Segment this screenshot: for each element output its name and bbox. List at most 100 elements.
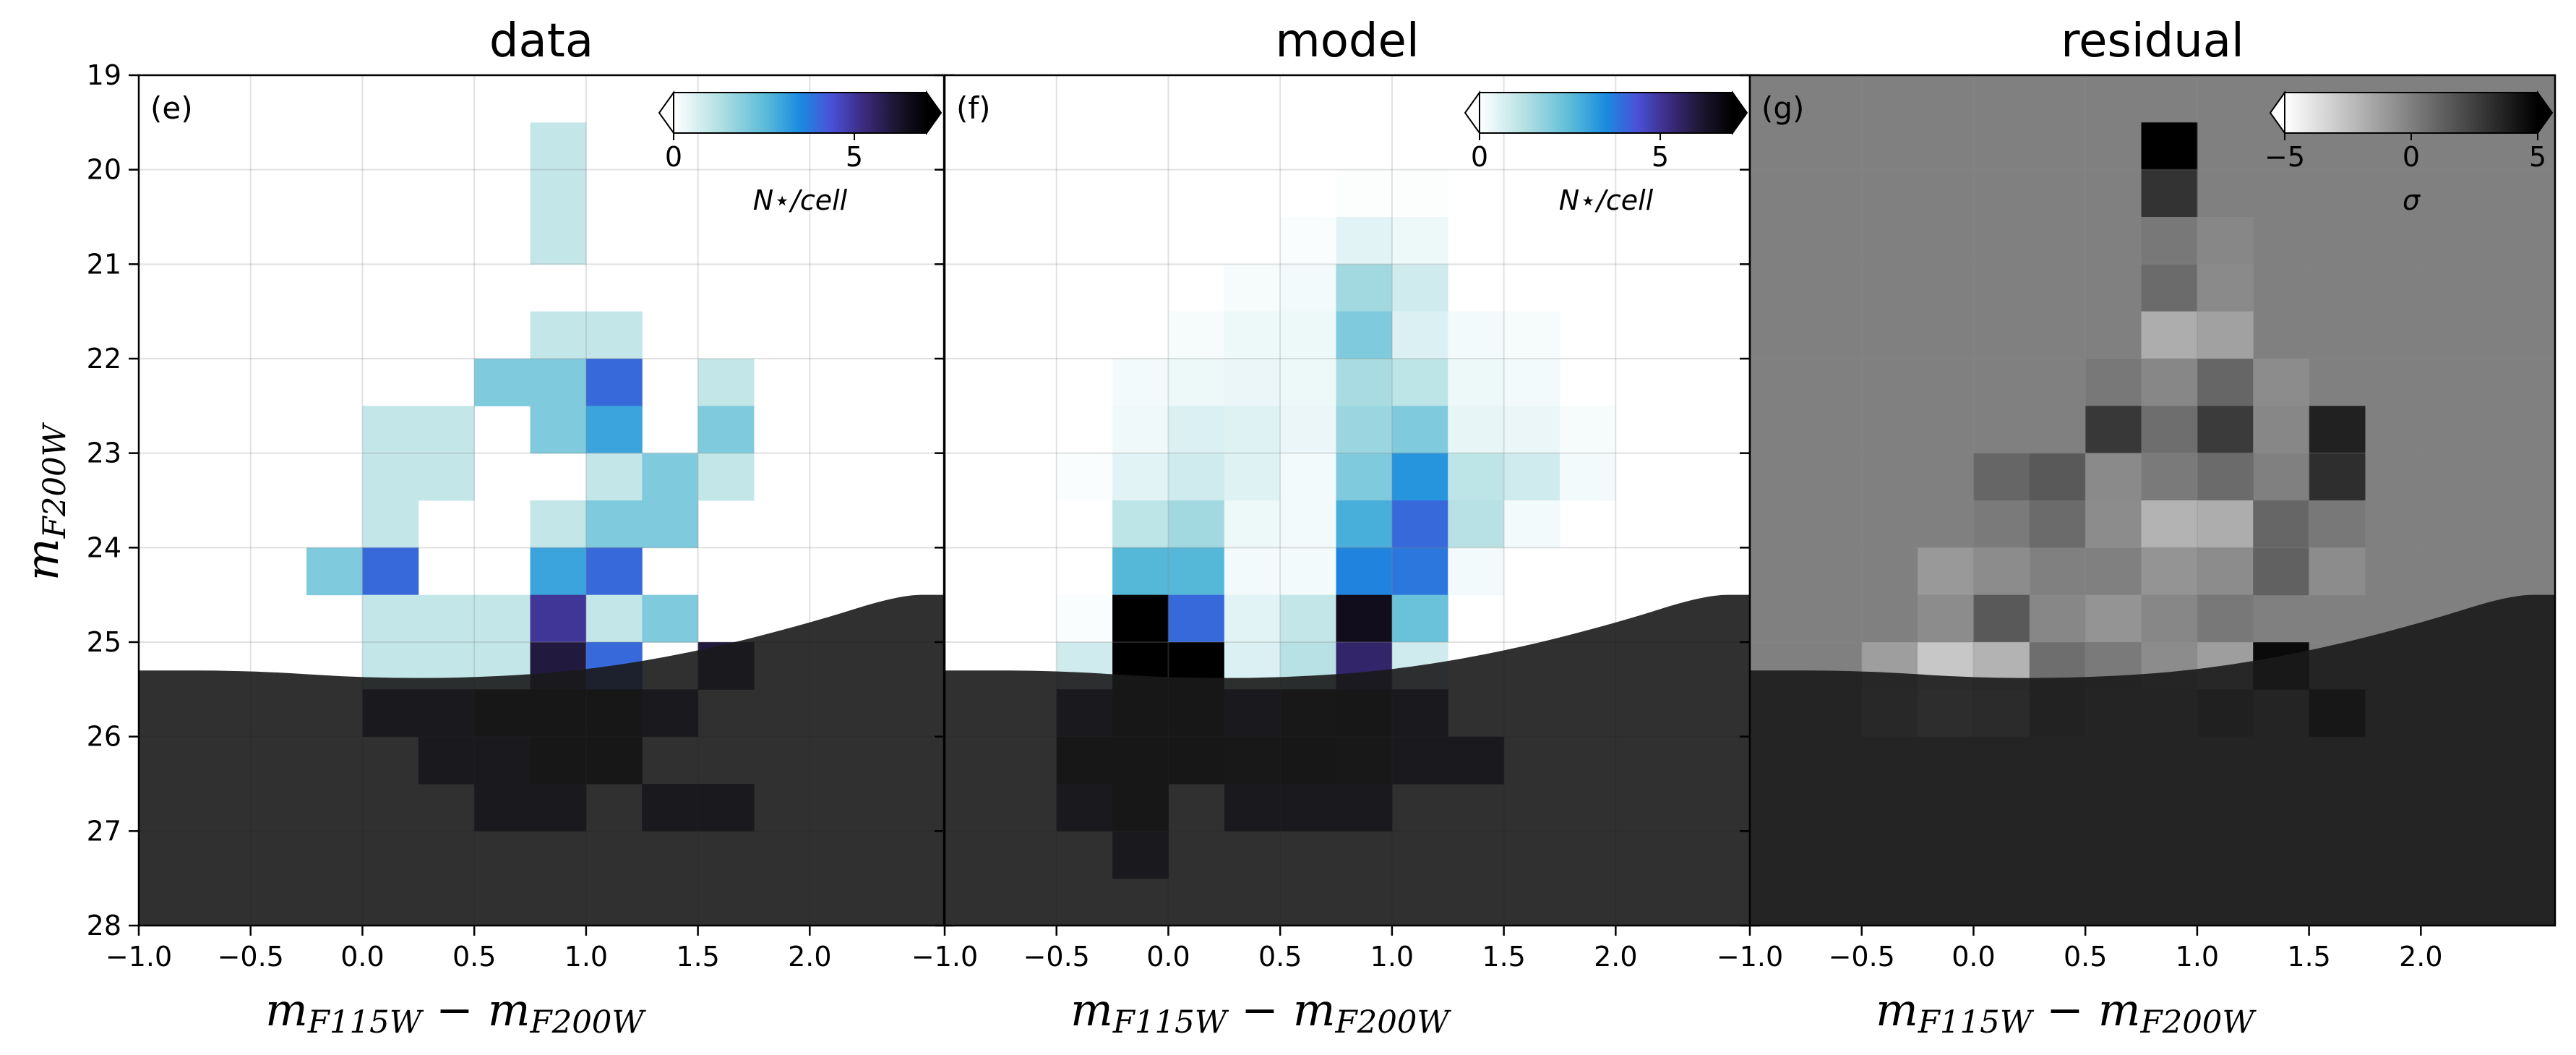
heatmap-cell-model-41 (1503, 453, 1560, 501)
completeness-mask-data (139, 594, 944, 926)
colorbar-tick-label-residual-2: 5 (2529, 141, 2546, 173)
heatmap-cell-residual-12 (2085, 406, 2142, 454)
heatmap-cell-residual-21 (2197, 453, 2254, 501)
heatmap-cell-data-22 (642, 500, 699, 548)
heatmap-cell-model-9 (1168, 311, 1225, 359)
panel-label-data: (e) (150, 90, 193, 126)
heatmap-cell-model-49 (1448, 500, 1505, 548)
heatmap-cell-residual-23 (1973, 500, 2030, 548)
heatmap-cell-model-10 (1224, 311, 1281, 359)
heatmap-cell-residual-39 (2085, 594, 2142, 643)
heatmap-cell-data-6 (530, 359, 587, 406)
heatmap-cell-residual-25 (2085, 500, 2142, 548)
heatmap-cell-residual-24 (2029, 500, 2086, 548)
y-tick-label-3: 22 (87, 343, 121, 375)
heatmap-cell-residual-1 (2141, 169, 2198, 218)
y-tick-label-5: 24 (87, 531, 121, 563)
heatmap-cell-model-44 (1168, 500, 1225, 548)
heatmap-cell-model-7 (1336, 264, 1393, 312)
heatmap-cell-residual-8 (2085, 359, 2142, 406)
heatmap-cell-data-8 (697, 359, 755, 406)
heatmap-cell-residual-6 (2141, 311, 2198, 359)
heatmap-cell-model-53 (1224, 547, 1281, 596)
heatmap-cell-model-18 (1224, 359, 1281, 406)
heatmap-cell-residual-30 (1918, 547, 1974, 596)
x-tick-label-residual-6: 2.0 (2399, 941, 2442, 973)
x-tick-label-data-1: −0.5 (218, 941, 284, 973)
heatmap-cell-data-21 (585, 500, 643, 548)
y-tick-label-7: 26 (87, 721, 121, 753)
heatmap-cell-model-15 (1503, 311, 1560, 359)
heatmap-cell-data-15 (418, 453, 475, 501)
heatmap-cell-model-31 (1503, 406, 1560, 454)
heatmap-cell-data-20 (530, 500, 587, 548)
heatmap-cell-data-24 (362, 547, 419, 596)
colorbar-tick-label-data-1: 5 (846, 141, 863, 173)
x-tick-label-model-0: −1.0 (911, 941, 978, 973)
heatmap-cell-model-5 (1224, 264, 1281, 312)
heatmap-cell-model-58 (1056, 594, 1113, 643)
heatmap-cell-residual-11 (2253, 359, 2310, 406)
heatmap-cell-model-27 (1280, 406, 1337, 454)
x-tick-label-residual-5: 1.5 (2287, 941, 2330, 973)
heatmap-cell-data-23 (306, 547, 363, 596)
x-tick-label-data-2: 0.0 (340, 941, 384, 973)
panel-label-residual: (g) (1761, 90, 1804, 126)
heatmap-cell-residual-4 (2141, 264, 2198, 312)
heatmap-cell-data-2 (530, 217, 587, 265)
heatmap-cell-model-57 (1448, 547, 1505, 596)
heatmap-cell-model-64 (1391, 594, 1448, 643)
heatmap-cell-data-19 (362, 500, 419, 548)
x-tick-label-model-3: 0.5 (1258, 941, 1302, 973)
heatmap-cell-model-38 (1336, 453, 1393, 501)
panel-title-model: model (1275, 14, 1419, 68)
y-tick-label-9: 28 (87, 910, 121, 941)
heatmap-cell-data-32 (642, 594, 699, 643)
heatmap-cell-model-56 (1391, 547, 1448, 596)
colorbar-tick-label-residual-1: 0 (2403, 141, 2420, 173)
heatmap-cell-data-16 (585, 453, 643, 501)
heatmap-cell-data-18 (697, 453, 755, 501)
heatmap-cell-model-33 (1056, 453, 1113, 501)
x-tick-label-data-0: −1.0 (106, 941, 172, 973)
heatmap-cell-model-46 (1280, 500, 1337, 548)
heatmap-cell-model-39 (1391, 453, 1448, 501)
ylabel: mF200W (16, 422, 73, 581)
heatmap-cell-data-1 (530, 169, 587, 218)
heatmap-cell-model-17 (1168, 359, 1225, 406)
panel-data: data (e) −1.0 −0.5 0.0 0.5 1.0 1.5 2.0 19 20 21 22 23… (87, 14, 954, 973)
heatmap-cell-residual-28 (2253, 500, 2310, 548)
heatmap-cell-model-3 (1336, 217, 1393, 265)
heatmap-cell-residual-33 (2197, 547, 2254, 596)
heatmap-cell-residual-20 (2141, 453, 2198, 501)
panel-model: model (f) −1.0 −0.5 0.0 0.5 1.0 1.5 2.0 0 5 N⋆/cell (911, 14, 1760, 973)
x-tick-label-data-5: 1.5 (676, 941, 719, 973)
xlabel-model: mF115W − mF200W (1070, 983, 1451, 1041)
heatmap-cell-model-12 (1336, 311, 1393, 359)
heatmap-cell-model-35 (1168, 453, 1225, 501)
x-tick-label-data-4: 1.0 (564, 941, 608, 973)
heatmap-cell-data-27 (362, 594, 419, 643)
heatmap-cell-data-9 (362, 406, 419, 454)
heatmap-cell-model-23 (1503, 359, 1560, 406)
x-tick-label-model-5: 1.5 (1482, 941, 1525, 973)
heatmap-cell-residual-36 (1918, 594, 1974, 643)
heatmap-cell-residual-7 (2197, 311, 2254, 359)
x-tick-label-data-6: 2.0 (788, 941, 831, 973)
heatmap-cell-residual-19 (2085, 453, 2142, 501)
heatmap-cell-residual-38 (2029, 594, 2086, 643)
heatmap-cell-model-28 (1336, 406, 1393, 454)
heatmap-cell-model-22 (1448, 359, 1505, 406)
heatmap-cell-model-19 (1280, 359, 1337, 406)
heatmap-cell-residual-10 (2197, 359, 2254, 406)
colorbar-label-model: N⋆/cell (1559, 184, 1654, 216)
colorbar-model: 0 5 N⋆/cell (1464, 90, 1748, 216)
heatmap-cell-model-29 (1391, 406, 1448, 454)
y-tick-label-8: 27 (87, 815, 121, 847)
y-tick-label-2: 21 (87, 248, 121, 280)
heatmap-cell-model-45 (1224, 500, 1281, 548)
heatmap-cell-data-17 (642, 453, 699, 501)
x-tick-label-model-1: −0.5 (1023, 941, 1090, 973)
heatmap-cell-model-16 (1112, 359, 1169, 406)
heatmap-cell-residual-0 (2141, 122, 2198, 171)
